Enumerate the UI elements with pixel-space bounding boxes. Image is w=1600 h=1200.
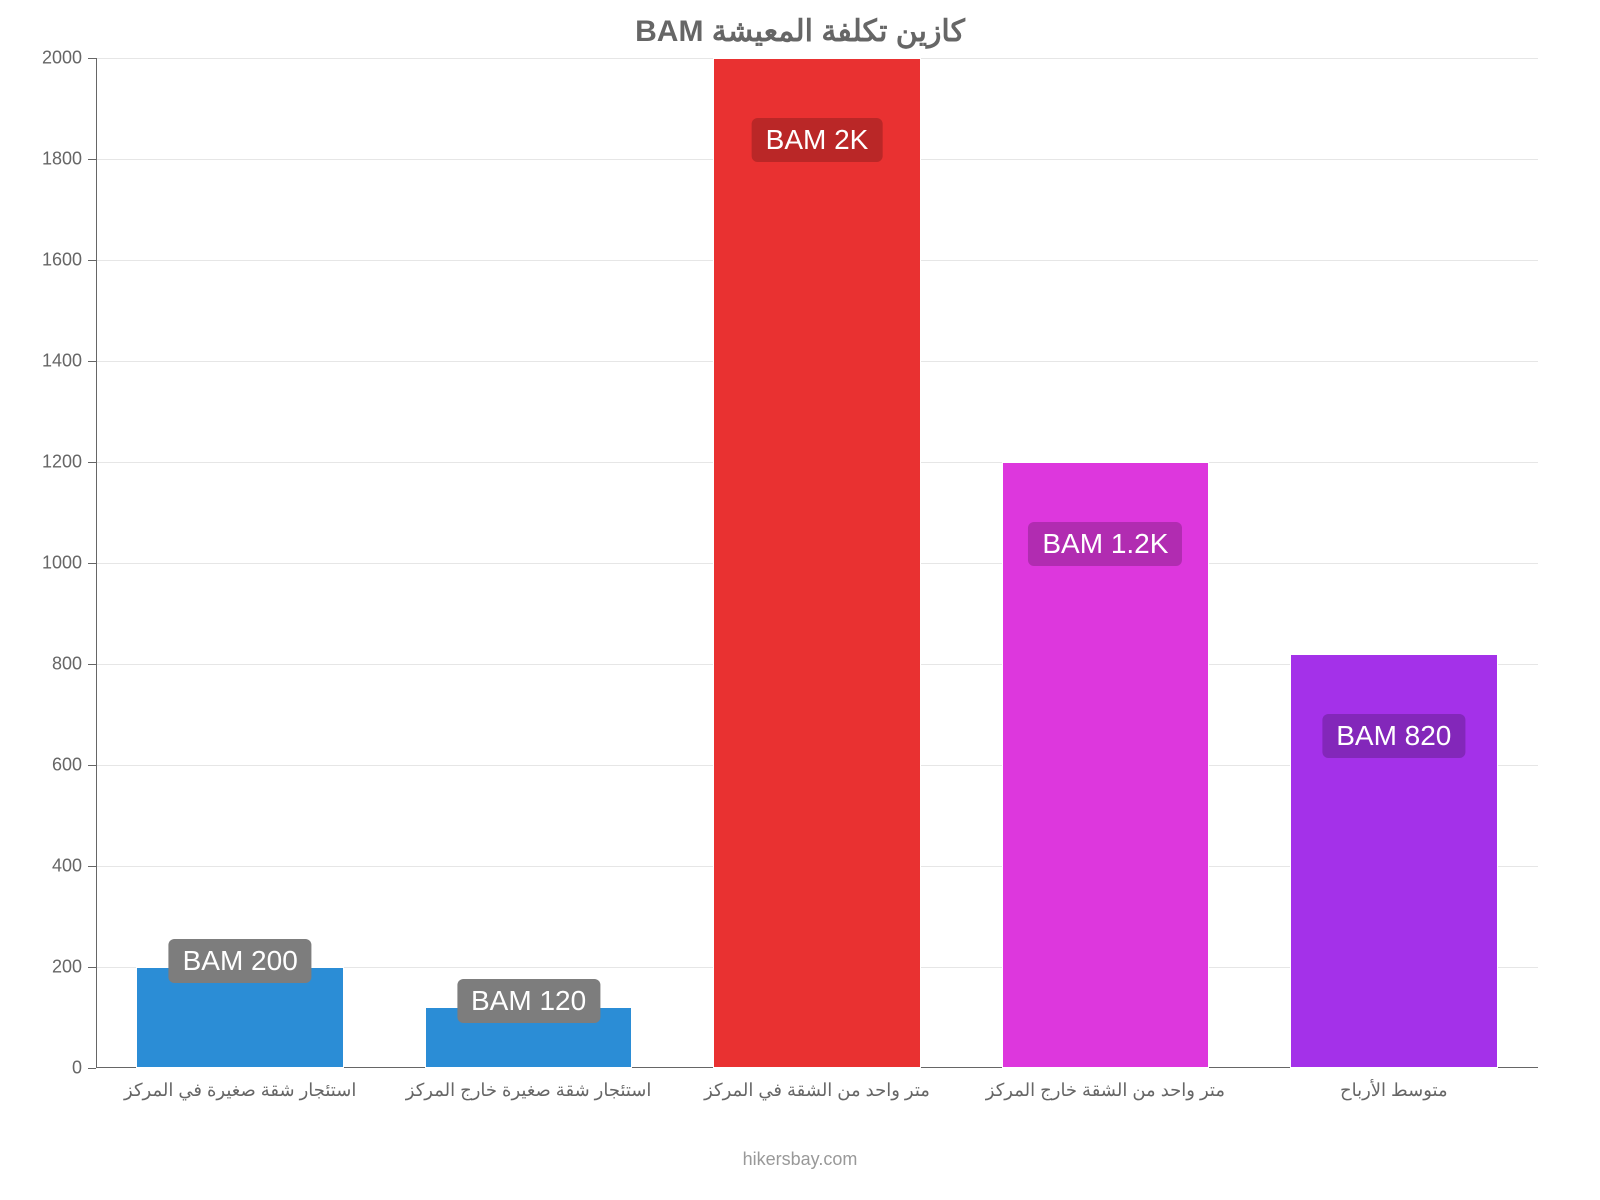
bar-value-label: BAM 820 (1322, 714, 1465, 758)
y-tick-label: 800 (52, 654, 82, 675)
y-tick-mark (88, 866, 96, 867)
bar-value-label: BAM 120 (457, 979, 600, 1023)
y-tick-label: 600 (52, 755, 82, 776)
x-tick-label: متر واحد من الشقة خارج المركز (986, 1080, 1225, 1101)
y-tick-label: 1200 (42, 452, 82, 473)
y-tick-label: 2000 (42, 48, 82, 69)
x-tick-label: استئجار شقة صغيرة خارج المركز (406, 1080, 652, 1101)
x-tick-label: استئجار شقة صغيرة في المركز (124, 1080, 356, 1101)
x-tick-label: متر واحد من الشقة في المركز (704, 1080, 930, 1101)
y-tick-mark (88, 361, 96, 362)
y-tick-mark (88, 159, 96, 160)
y-tick-label: 400 (52, 856, 82, 877)
y-tick-mark (88, 260, 96, 261)
y-tick-mark (88, 664, 96, 665)
y-tick-mark (88, 462, 96, 463)
y-tick-mark (88, 765, 96, 766)
y-tick-label: 1400 (42, 351, 82, 372)
plot-area: BAM 200 BAM 120 BAM 2K BAM 1.2K BAM 820 (96, 58, 1538, 1068)
y-tick-label: 200 (52, 957, 82, 978)
x-tick-label: متوسط الأرباح (1340, 1080, 1448, 1101)
bar-value-label: BAM 2K (752, 118, 883, 162)
y-tick-label: 0 (72, 1058, 82, 1079)
bar-value-label: BAM 200 (169, 939, 312, 983)
bar (713, 58, 921, 1068)
chart-title: كازين تكلفة المعيشة BAM (0, 14, 1600, 49)
y-tick-mark (88, 1068, 96, 1069)
chart-footer: hikersbay.com (0, 1149, 1600, 1170)
y-tick-label: 1000 (42, 553, 82, 574)
y-tick-mark (88, 563, 96, 564)
y-axis-line (96, 58, 97, 1068)
y-tick-label: 1800 (42, 149, 82, 170)
y-tick-label: 1600 (42, 250, 82, 271)
bar-value-label: BAM 1.2K (1028, 522, 1182, 566)
y-tick-mark (88, 58, 96, 59)
y-tick-mark (88, 967, 96, 968)
chart-container: كازين تكلفة المعيشة BAM BAM 200BAM 120BA… (0, 0, 1600, 1200)
